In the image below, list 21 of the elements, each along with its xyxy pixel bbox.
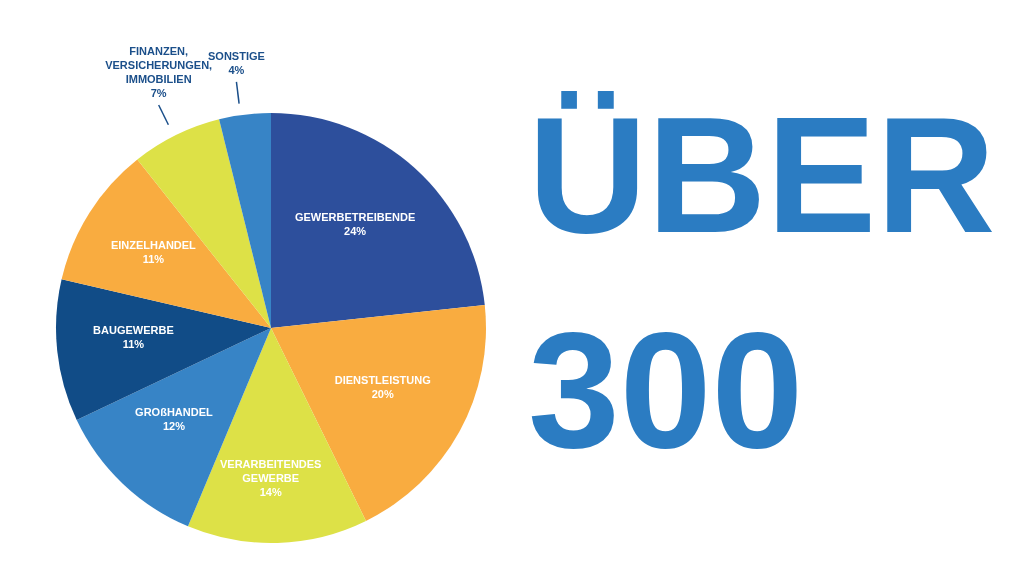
data-label: 14% (259, 485, 282, 498)
data-label: 11% (122, 338, 145, 351)
pie-slice (271, 113, 485, 328)
data-label: 24% (344, 224, 367, 237)
data-label: 7% (150, 86, 167, 99)
slice-label: BAUGEWERBE (93, 324, 174, 337)
slice-label: VERARBEITENDES GEWERBE (219, 457, 322, 484)
data-label: 20% (371, 388, 394, 401)
data-label: 12% (162, 420, 186, 433)
text: 300 (528, 297, 805, 484)
pie-slice (61, 159, 271, 328)
slice-label: SONSTIGE (208, 49, 265, 62)
slice-label: DIENSTLEISTUNG (334, 374, 431, 387)
text: ÜBER (528, 82, 997, 269)
data-label: 4% (228, 63, 245, 76)
pie-slice (56, 279, 271, 421)
slice-label: GEWERBETREIBENDE (294, 210, 416, 223)
pie-slice (219, 113, 271, 328)
slice-label: GROßHANDEL (135, 406, 214, 419)
data-label: 11% (142, 252, 165, 265)
slice-label: EINZELHANDEL (110, 238, 197, 251)
